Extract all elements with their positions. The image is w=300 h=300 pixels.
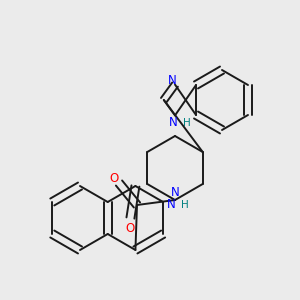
Text: N: N (168, 74, 176, 87)
Text: H: H (183, 118, 191, 128)
Text: O: O (126, 221, 135, 235)
Text: O: O (110, 172, 118, 184)
Text: N: N (169, 116, 177, 129)
Text: N: N (171, 185, 179, 199)
Text: N: N (167, 197, 176, 211)
Text: H: H (181, 200, 189, 210)
